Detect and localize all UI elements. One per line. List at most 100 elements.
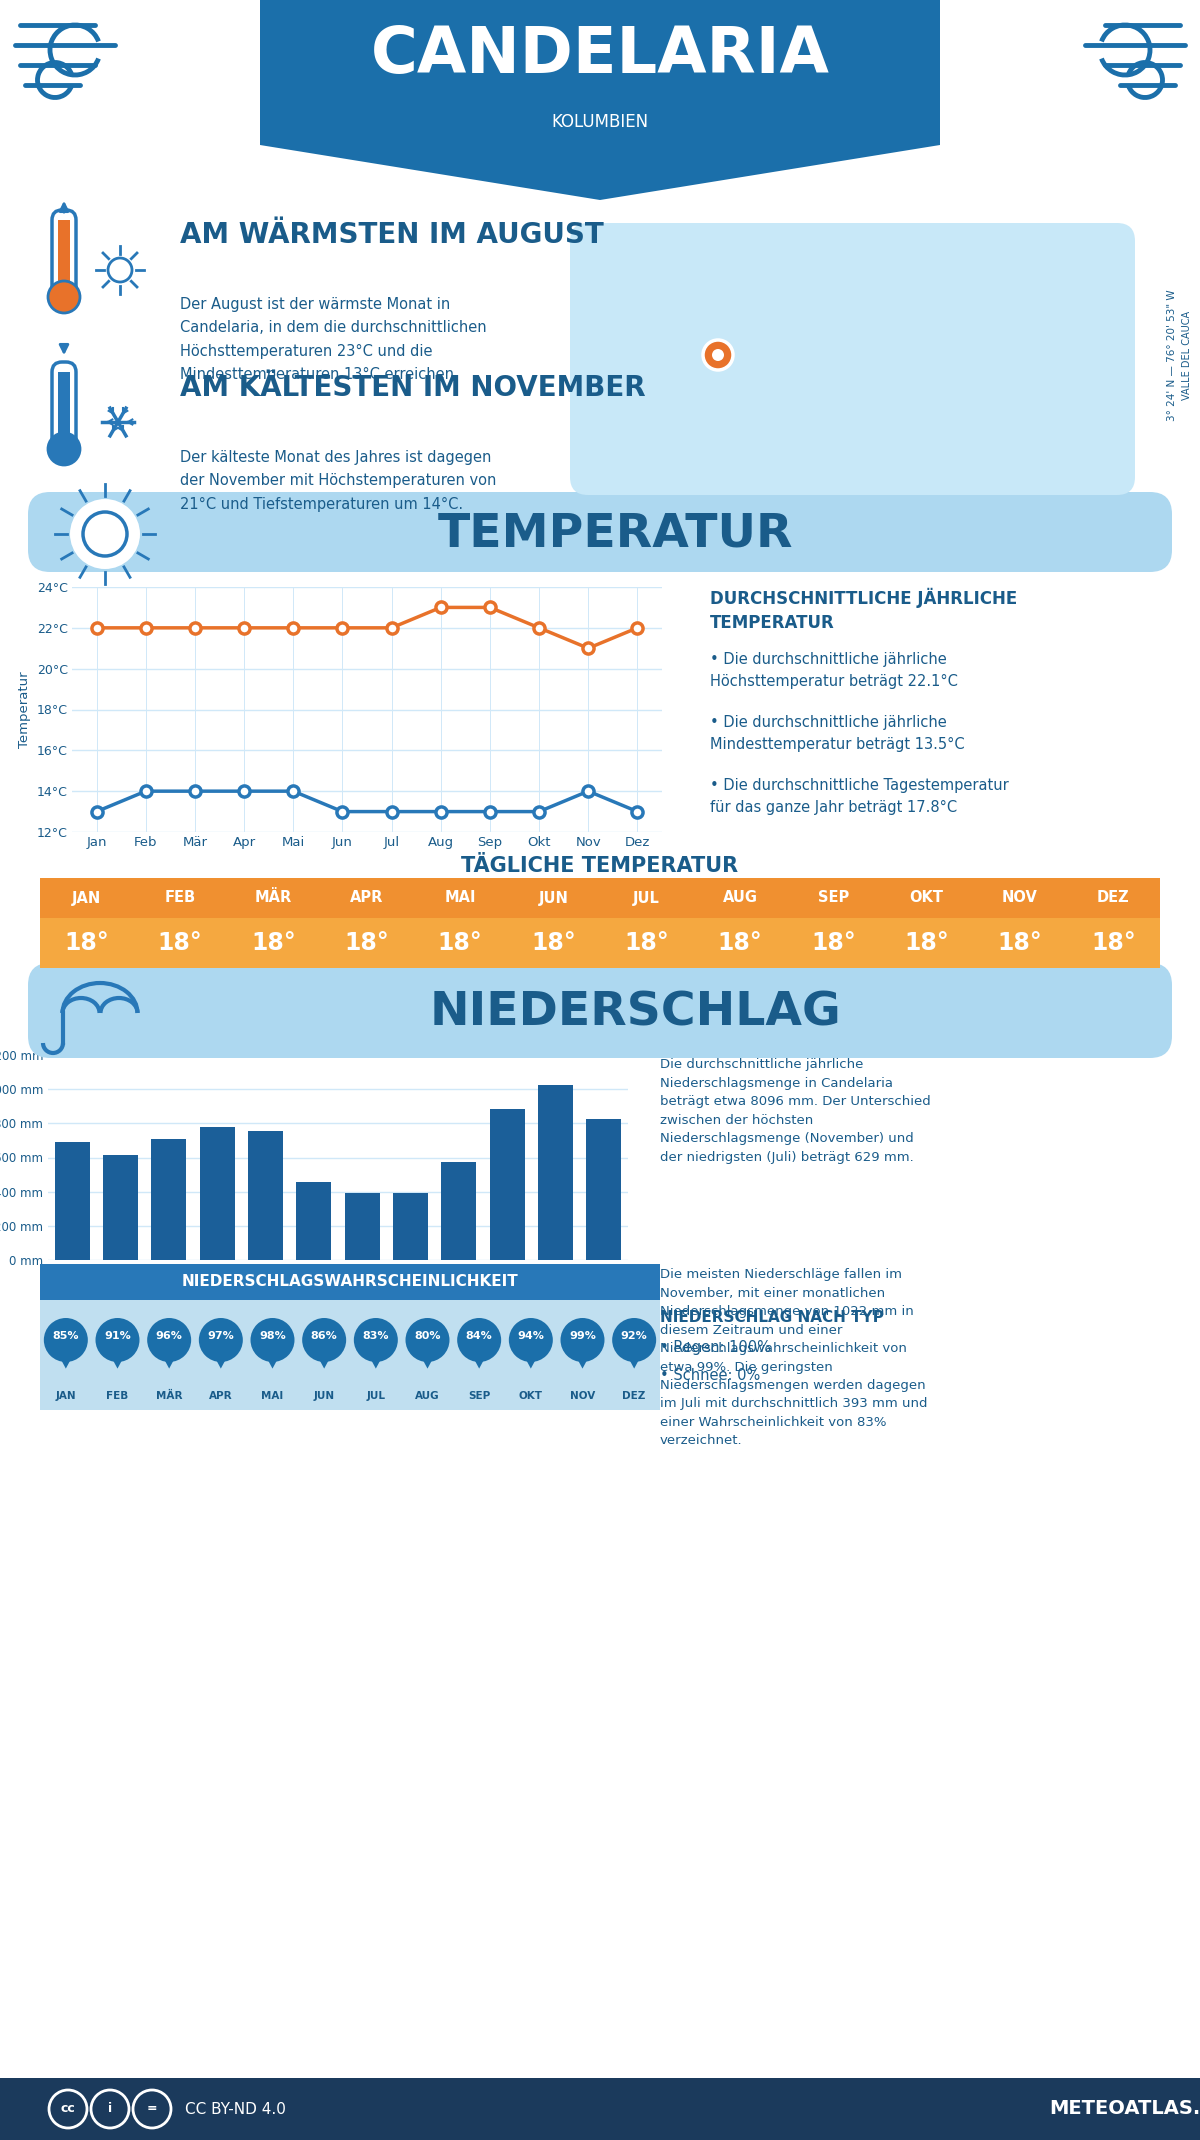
Text: • Schnee: 0%: • Schnee: 0% [660,1367,761,1382]
Circle shape [509,1318,553,1361]
Bar [344,1192,379,1260]
Bar [0,0,1200,79]
Polygon shape [412,1340,443,1370]
Text: AUG: AUG [722,890,757,905]
Text: JUN: JUN [313,1391,335,1402]
Text: FEB: FEB [107,1391,128,1402]
Text: APR: APR [350,890,383,905]
Text: JUL: JUL [366,1391,385,1402]
Text: 96%: 96% [156,1331,182,1342]
Text: i: i [108,2101,112,2116]
Y-axis label: Temperatur: Temperatur [18,672,31,747]
Text: 18°: 18° [1091,931,1135,954]
Text: 18°: 18° [811,931,856,954]
FancyBboxPatch shape [570,223,1135,494]
Bar [55,1141,90,1260]
Circle shape [457,1318,502,1361]
Text: APR: APR [209,1391,233,1402]
Text: DEZ: DEZ [1097,890,1129,905]
Text: FEB: FEB [164,890,196,905]
Polygon shape [154,1340,185,1370]
Text: 92%: 92% [620,1331,648,1342]
Circle shape [70,499,140,569]
Text: JUN: JUN [539,890,569,905]
Text: TÄGLICHE TEMPERATUR: TÄGLICHE TEMPERATUR [462,856,738,875]
Text: 18°: 18° [718,931,762,954]
Bar [103,1156,138,1260]
Text: 84%: 84% [466,1331,492,1342]
Polygon shape [50,1340,82,1370]
Polygon shape [463,1340,494,1370]
Bar [58,220,70,295]
Text: 18°: 18° [157,931,203,954]
Text: JAN: JAN [72,890,101,905]
Text: NIEDERSCHLAG: NIEDERSCHLAG [430,991,841,1036]
Circle shape [44,1318,88,1361]
Text: MAI: MAI [262,1391,283,1402]
Text: 97%: 97% [208,1331,234,1342]
Text: MÄR: MÄR [156,1391,182,1402]
FancyBboxPatch shape [28,963,1172,1057]
FancyBboxPatch shape [52,210,76,300]
Bar [151,1138,186,1260]
Text: OKT: OKT [518,1391,542,1402]
Circle shape [560,1318,605,1361]
Circle shape [712,349,724,362]
Text: NOV: NOV [570,1391,595,1402]
Bar [0,2078,1200,2140]
Text: DEZ: DEZ [623,1391,646,1402]
Bar [40,1299,660,1410]
Text: 83%: 83% [362,1331,389,1342]
Text: MÄR: MÄR [254,890,292,905]
Bar [40,1265,660,1299]
Bar [587,1119,622,1260]
Bar [442,1162,476,1260]
Text: Die meisten Niederschläge fallen im
November, mit einer monatlichen
Niederschlag: Die meisten Niederschläge fallen im Nove… [660,1269,928,1447]
Text: • Regen: 100%: • Regen: 100% [660,1340,770,1355]
Bar [199,1128,234,1260]
Text: METEOATLAS.DE: METEOATLAS.DE [1050,2099,1200,2119]
Text: JAN: JAN [55,1391,76,1402]
Bar [248,1130,283,1260]
Text: MAI: MAI [444,890,475,905]
Text: =: = [146,2101,157,2116]
Text: KOLUMBIEN: KOLUMBIEN [552,113,648,131]
Polygon shape [257,1340,288,1370]
FancyBboxPatch shape [52,362,76,452]
Polygon shape [102,1340,133,1370]
Text: 85%: 85% [53,1331,79,1342]
Text: OKT: OKT [910,890,943,905]
Text: Der August ist der wärmste Monat in
Candelaria, in dem die durchschnittlichen
Hö: Der August ist der wärmste Monat in Cand… [180,297,487,383]
Text: 18°: 18° [530,931,576,954]
Legend: Niederschlagssumme: Niederschlagssumme [137,1297,307,1320]
Circle shape [612,1318,656,1361]
Text: NIEDERSCHLAG NACH TYP: NIEDERSCHLAG NACH TYP [660,1310,884,1325]
Bar [296,1181,331,1260]
Text: AM WÄRMSTEN IM AUGUST: AM WÄRMSTEN IM AUGUST [180,220,604,248]
Text: 94%: 94% [517,1331,545,1342]
Text: • Die durchschnittliche Tagestemperatur
für das ganze Jahr beträgt 17.8°C: • Die durchschnittliche Tagestemperatur … [710,779,1009,815]
Circle shape [302,1318,346,1361]
Text: • Die durchschnittliche jährliche
Mindesttemperatur beträgt 13.5°C: • Die durchschnittliche jährliche Mindes… [710,715,965,753]
Bar [0,195,1200,516]
Text: 80%: 80% [414,1331,440,1342]
Text: 18°: 18° [438,931,482,954]
Legend: Maximale Temperatur, Minimale Temperatur: Maximale Temperatur, Minimale Temperatur [133,875,506,899]
Text: CANDELARIA: CANDELARIA [371,24,829,86]
Circle shape [83,511,127,556]
Text: 18°: 18° [905,931,949,954]
Text: NIEDERSCHLAGSWAHRSCHEINLICHKEIT: NIEDERSCHLAGSWAHRSCHEINLICHKEIT [181,1275,518,1290]
Polygon shape [360,1340,391,1370]
Text: • Die durchschnittliche jährliche
Höchsttemperatur beträgt 22.1°C: • Die durchschnittliche jährliche Höchst… [710,653,958,689]
Bar [490,1109,524,1260]
Polygon shape [516,1340,546,1370]
Text: 18°: 18° [624,931,670,954]
Polygon shape [260,0,940,199]
Text: 3° 24' N — 76° 20' 53" W: 3° 24' N — 76° 20' 53" W [1166,289,1177,422]
Polygon shape [619,1340,649,1370]
Circle shape [406,1318,450,1361]
Circle shape [251,1318,294,1361]
Polygon shape [308,1340,340,1370]
Circle shape [354,1318,398,1361]
Text: Die durchschnittliche jährliche
Niederschlagsmenge in Candelaria
beträgt etwa 80: Die durchschnittliche jährliche Niedersc… [660,1057,931,1164]
